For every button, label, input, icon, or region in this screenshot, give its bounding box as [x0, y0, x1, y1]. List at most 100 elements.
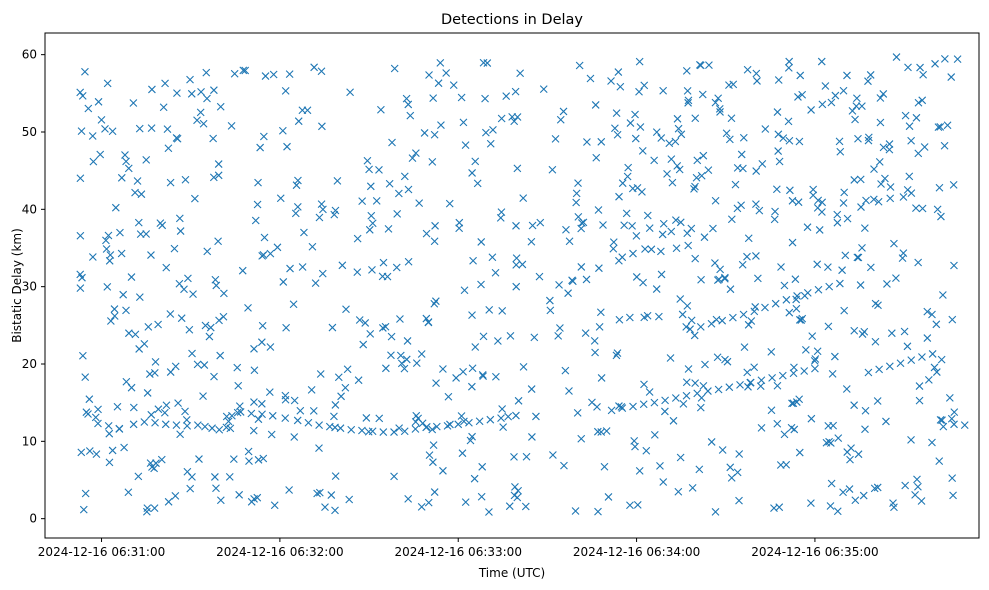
- detection-marker: [101, 125, 109, 133]
- y-tick-label: 30: [22, 280, 37, 294]
- detection-marker: [792, 304, 801, 313]
- detection-marker: [613, 349, 622, 358]
- detection-marker: [276, 194, 285, 203]
- detection-marker: [852, 94, 861, 103]
- detection-marker: [460, 286, 469, 295]
- detection-marker: [917, 497, 926, 505]
- detection-marker: [205, 332, 214, 341]
- detection-marker: [512, 411, 520, 420]
- detection-marker: [930, 363, 939, 372]
- detection-marker: [914, 149, 923, 158]
- detection-marker: [415, 199, 424, 208]
- detection-marker: [696, 61, 705, 70]
- detection-marker: [845, 485, 854, 493]
- x-tick-label: 2024-12-16 06:33:00: [395, 545, 522, 559]
- detection-marker: [901, 111, 910, 120]
- detection-marker: [210, 372, 218, 381]
- detection-marker: [875, 158, 884, 166]
- detection-marker: [920, 143, 929, 151]
- detection-marker: [119, 290, 128, 299]
- detection-marker: [85, 447, 94, 455]
- detection-marker: [870, 165, 878, 174]
- detection-marker: [420, 129, 429, 137]
- detection-marker: [129, 99, 138, 107]
- detection-marker: [561, 366, 570, 375]
- detection-marker: [851, 496, 860, 505]
- detection-marker: [387, 332, 396, 341]
- detection-marker: [372, 197, 381, 205]
- detection-marker: [666, 354, 675, 362]
- detection-marker: [245, 457, 253, 466]
- detection-marker: [422, 229, 431, 238]
- detection-marker: [430, 237, 439, 246]
- detection-marker: [834, 434, 843, 443]
- detection-marker: [833, 210, 842, 219]
- detection-marker: [147, 410, 156, 419]
- detection-marker: [414, 414, 423, 423]
- detection-marker: [628, 222, 637, 230]
- detection-marker: [469, 256, 477, 265]
- detection-marker: [162, 263, 171, 272]
- detection-marker: [432, 422, 441, 431]
- detection-marker: [170, 244, 179, 253]
- detection-marker: [241, 66, 250, 75]
- detection-marker: [858, 102, 866, 110]
- detection-marker: [711, 259, 719, 267]
- detection-marker: [202, 68, 211, 77]
- detection-marker: [879, 90, 888, 98]
- detection-marker: [671, 394, 680, 402]
- detection-marker: [458, 449, 467, 458]
- detection-marker: [667, 227, 676, 236]
- detection-marker: [110, 312, 119, 320]
- detection-marker: [871, 299, 880, 308]
- detection-marker: [788, 399, 796, 408]
- detection-marker: [854, 134, 862, 143]
- detection-marker: [353, 234, 362, 243]
- detection-marker: [400, 427, 409, 436]
- detection-marker: [238, 266, 247, 275]
- detection-marker: [645, 224, 654, 233]
- detection-marker: [709, 224, 717, 233]
- detection-marker: [577, 434, 586, 443]
- detection-marker: [510, 117, 519, 126]
- detection-marker: [807, 414, 816, 423]
- detection-marker: [445, 199, 454, 208]
- detection-marker: [134, 218, 143, 227]
- detection-marker: [163, 125, 172, 133]
- x-tick-label: 2024-12-16 06:35:00: [751, 545, 878, 559]
- detection-marker: [938, 291, 947, 299]
- detection-marker: [365, 225, 374, 234]
- detection-marker: [743, 368, 752, 377]
- detection-marker: [233, 363, 242, 372]
- detection-marker: [639, 278, 647, 287]
- detection-marker: [773, 419, 782, 428]
- detection-marker: [923, 307, 932, 316]
- detection-marker: [565, 387, 573, 395]
- detection-marker: [696, 322, 705, 331]
- detection-marker: [818, 100, 827, 109]
- detection-marker: [682, 378, 691, 387]
- detection-marker: [235, 490, 244, 499]
- detection-marker: [291, 209, 300, 218]
- detection-marker: [135, 293, 144, 302]
- detection-marker: [506, 331, 515, 340]
- detection-marker: [234, 381, 243, 390]
- detection-marker: [431, 221, 439, 230]
- detection-marker: [661, 396, 669, 405]
- detection-marker: [697, 275, 705, 284]
- detection-marker: [518, 260, 527, 269]
- detection-marker: [394, 189, 403, 198]
- detection-marker: [122, 306, 130, 315]
- detection-marker: [215, 425, 224, 434]
- detection-marker: [124, 329, 133, 338]
- detection-marker: [498, 307, 507, 315]
- detection-marker: [315, 213, 324, 222]
- detection-marker: [691, 379, 700, 387]
- detection-marker: [193, 116, 201, 125]
- detection-marker: [247, 409, 256, 418]
- detection-marker: [850, 176, 859, 184]
- detection-marker: [203, 247, 212, 256]
- detection-marker: [825, 282, 834, 291]
- detection-marker: [928, 310, 936, 319]
- detection-marker: [365, 165, 373, 174]
